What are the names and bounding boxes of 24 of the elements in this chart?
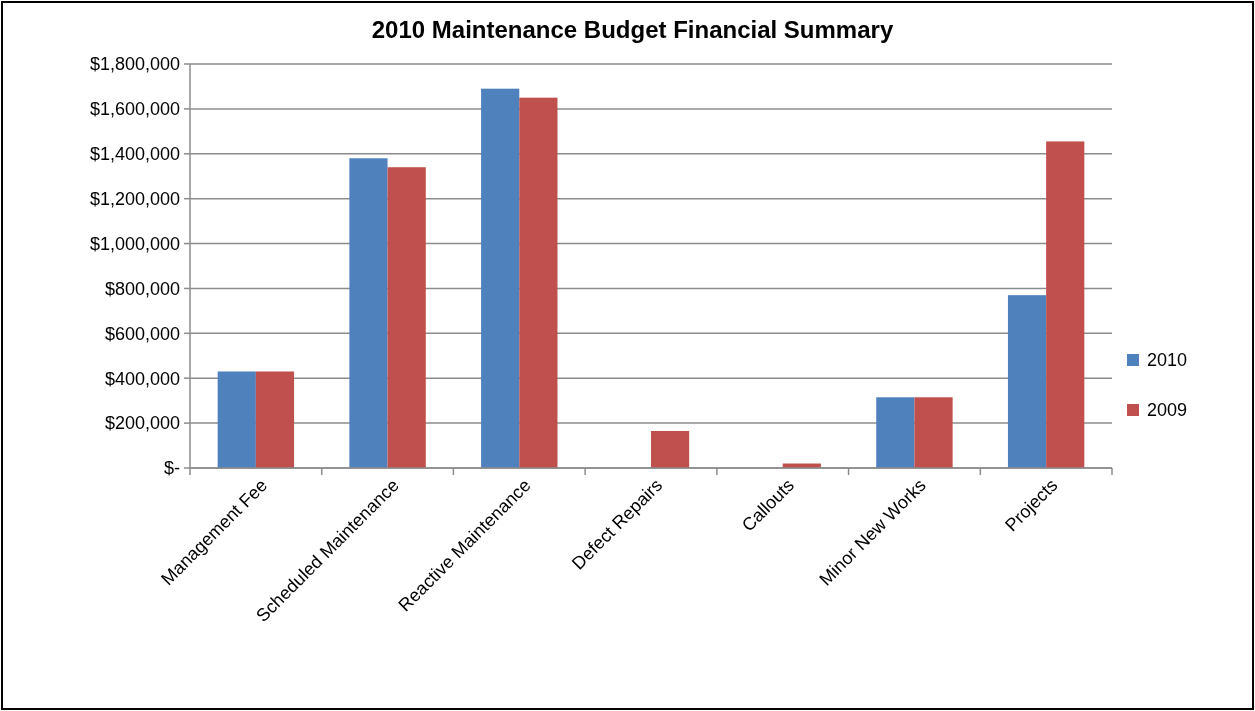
y-tick-label: $600,000 xyxy=(104,323,180,344)
bar xyxy=(217,371,256,468)
y-tick-label: $800,000 xyxy=(104,278,180,299)
y-tick-label: $1,800,000 xyxy=(89,54,180,75)
y-tick-label: $1,200,000 xyxy=(89,188,180,209)
y-tick-label: $1,000,000 xyxy=(89,233,180,254)
bar xyxy=(349,158,388,468)
legend-label: 2009 xyxy=(1147,400,1188,421)
y-tick-label: $1,600,000 xyxy=(89,99,180,120)
bar xyxy=(876,397,915,468)
y-tick-label: $400,000 xyxy=(104,368,180,389)
bar xyxy=(1007,295,1047,468)
bar xyxy=(914,397,953,468)
bar xyxy=(519,97,558,468)
bar xyxy=(481,88,520,468)
bar xyxy=(1046,141,1085,468)
bar xyxy=(651,430,690,468)
bar xyxy=(387,167,426,468)
bar xyxy=(255,371,295,468)
y-tick-label: $- xyxy=(163,458,180,479)
y-tick-label: $200,000 xyxy=(104,413,180,434)
legend-label: 2010 xyxy=(1147,350,1188,371)
chart-title: 2010 Maintenance Budget Financial Summary xyxy=(371,16,894,43)
y-tick-label: $1,400,000 xyxy=(89,144,180,165)
